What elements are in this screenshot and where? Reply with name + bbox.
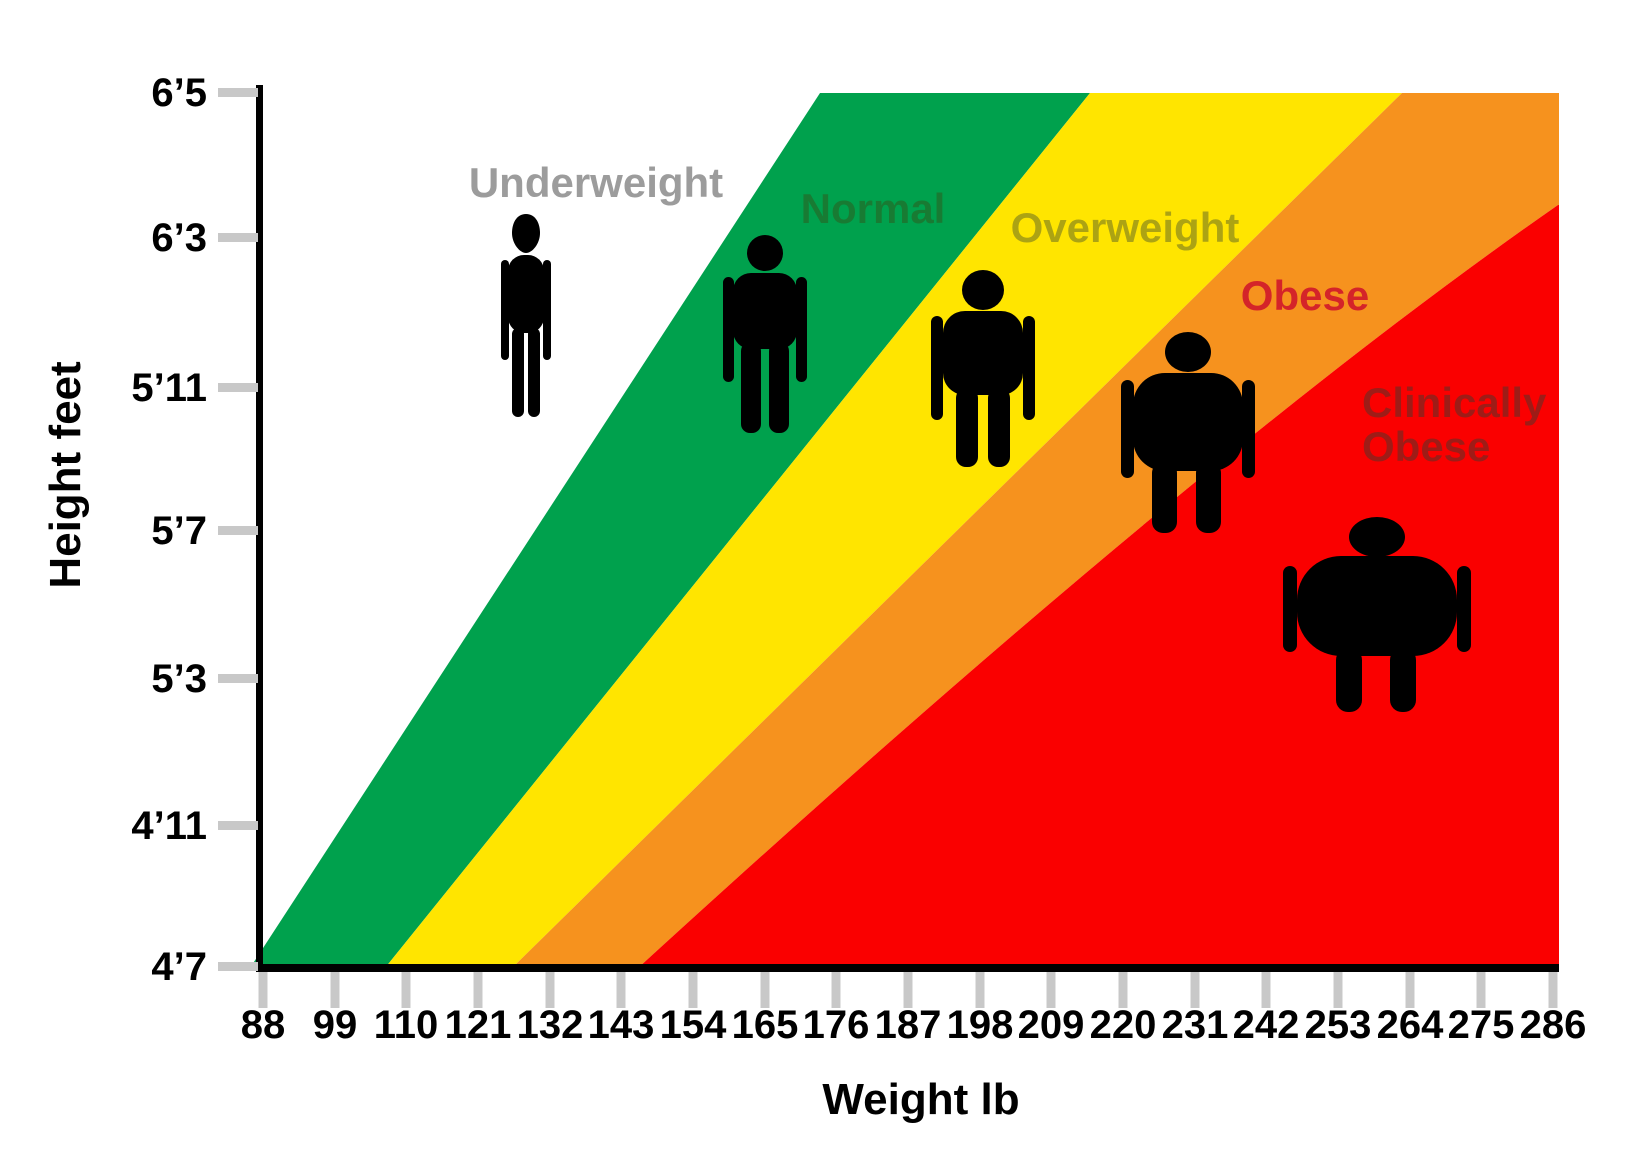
y-tick-label: 4’11: [131, 804, 207, 848]
y-tick-label: 6’5: [151, 71, 207, 115]
x-tick-label: 286: [1520, 1003, 1587, 1047]
y-axis-ticks: [218, 88, 258, 971]
x-tick: [330, 972, 340, 1008]
underweight-person-icon: [501, 214, 551, 417]
obese-zone-band: [512, 93, 1559, 968]
x-tick-label: 264: [1377, 1003, 1444, 1047]
x-tick-label: 154: [660, 1003, 727, 1047]
x-tick: [401, 972, 411, 1008]
y-tick: [218, 88, 258, 97]
x-tick: [760, 972, 770, 1008]
y-tick: [218, 962, 258, 971]
x-tick-label: 110: [374, 1003, 439, 1047]
x-tick: [1333, 972, 1343, 1008]
overweight-zone-label: Overweight: [1011, 204, 1240, 251]
x-tick-label: 231: [1162, 1003, 1229, 1047]
x-axis-ticks: [258, 972, 1558, 1008]
x-axis-labels: 88 99 110 121 132 143 154 165 176 187 19…: [241, 1003, 1587, 1047]
x-axis-title: Weight lb: [822, 1075, 1019, 1124]
y-tick: [218, 821, 258, 830]
x-tick: [1405, 972, 1415, 1008]
x-tick: [1118, 972, 1128, 1008]
x-tick-label: 198: [947, 1003, 1014, 1047]
x-tick: [1190, 972, 1200, 1008]
x-tick: [831, 972, 841, 1008]
y-axis-title: Height feet: [41, 361, 90, 589]
x-tick: [1046, 972, 1056, 1008]
normal-zone-band: [250, 93, 1090, 968]
y-tick-label: 4’7: [151, 945, 207, 989]
normal-zone-label: Normal: [801, 185, 946, 232]
x-tick: [975, 972, 985, 1008]
x-tick: [1548, 972, 1558, 1008]
x-axis-line: [256, 964, 1559, 972]
x-tick-label: 220: [1090, 1003, 1157, 1047]
y-tick: [218, 383, 258, 392]
x-tick: [1261, 972, 1271, 1008]
underweight-zone-label: Underweight: [469, 159, 723, 206]
x-tick-label: 132: [517, 1003, 584, 1047]
y-tick-label: 5’3: [151, 657, 207, 701]
zone-bands: [250, 93, 1559, 968]
x-tick-label: 88: [241, 1003, 286, 1047]
y-tick: [218, 233, 258, 242]
x-tick: [616, 972, 626, 1008]
y-tick-label: 6’3: [151, 216, 207, 260]
clinically-obese-zone-label-line2: Obese: [1362, 423, 1490, 470]
obese-zone-label: Obese: [1241, 272, 1369, 319]
y-axis-line: [256, 85, 263, 972]
x-tick-label: 187: [875, 1003, 942, 1047]
x-tick-label: 165: [732, 1003, 799, 1047]
y-tick-label: 5’7: [151, 509, 207, 553]
zone-labels: Underweight Normal Overweight Obese Clin…: [469, 159, 1547, 470]
y-tick: [218, 674, 258, 683]
x-tick: [903, 972, 913, 1008]
x-tick: [473, 972, 483, 1008]
x-tick-label: 143: [588, 1003, 655, 1047]
clinically-obese-zone-band: [638, 205, 1559, 968]
obese-person-icon: [1121, 332, 1255, 533]
x-tick-label: 242: [1233, 1003, 1300, 1047]
y-tick-label: 5’11: [131, 366, 207, 410]
x-tick-label: 253: [1305, 1003, 1372, 1047]
x-tick-label: 121: [445, 1003, 512, 1047]
overweight-zone-band: [385, 93, 1402, 968]
x-tick-label: 209: [1018, 1003, 1085, 1047]
x-tick-label: 275: [1448, 1003, 1515, 1047]
x-tick-label: 176: [803, 1003, 870, 1047]
y-tick: [218, 526, 258, 535]
x-tick: [688, 972, 698, 1008]
x-tick: [545, 972, 555, 1008]
x-tick-label: 99: [313, 1003, 358, 1047]
normal-person-icon: [723, 235, 807, 433]
x-tick: [258, 972, 268, 1008]
x-tick: [1476, 972, 1486, 1008]
clinically-obese-person-icon: [1283, 517, 1471, 712]
clinically-obese-zone-label-line1: Clinically: [1362, 379, 1547, 426]
overweight-person-icon: [931, 270, 1035, 467]
y-axis-labels: 6’5 6’3 5’11 5’7 5’3 4’11 4’7: [131, 71, 207, 989]
